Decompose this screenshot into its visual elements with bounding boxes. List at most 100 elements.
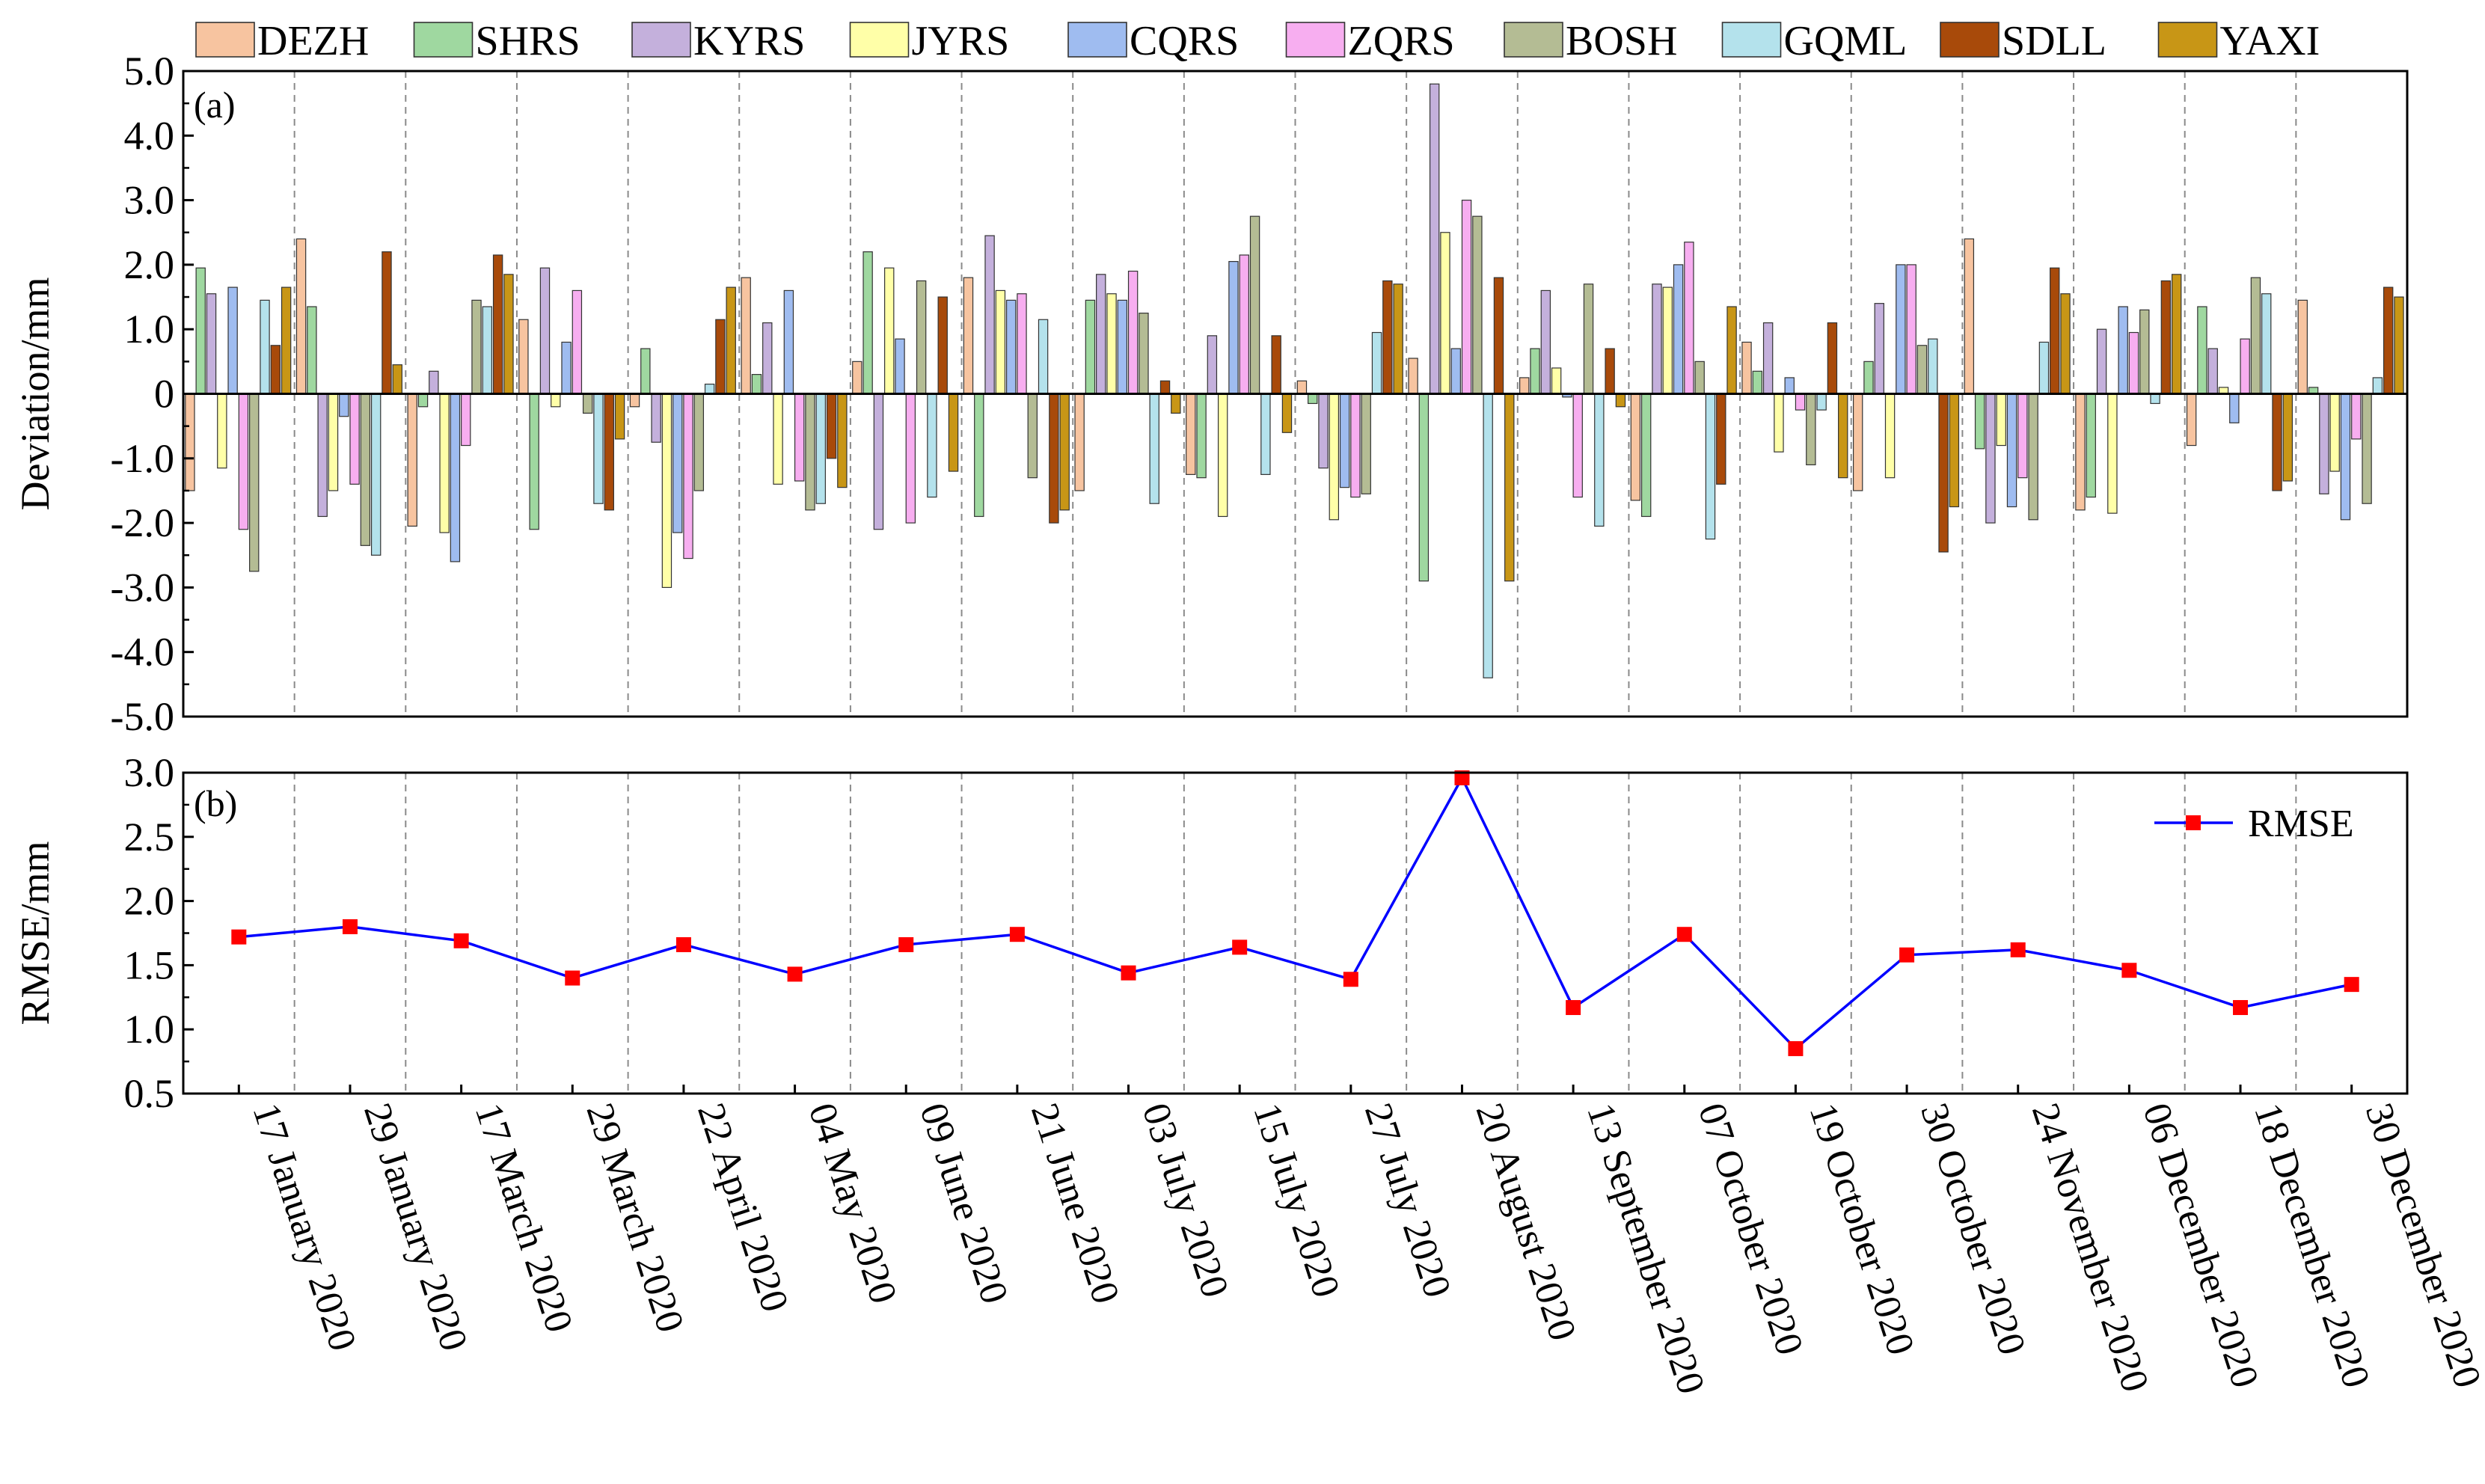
bar-jyrs: [1217, 393, 1228, 518]
bar-yaxi: [281, 286, 292, 395]
bar-cqrs: [895, 338, 905, 395]
y-tick-label: 2.5: [124, 815, 175, 859]
bar-cqrs: [227, 286, 238, 395]
rmse-point: [1232, 939, 1248, 955]
deviation-y-axis-label: Deviation/mm: [13, 278, 58, 511]
bar-sdll: [1493, 277, 1504, 395]
x-tick-label: 29 January 2020: [355, 1098, 475, 1356]
x-tick-label: 04 May 2020: [800, 1098, 905, 1308]
bar-cqrs: [672, 393, 683, 533]
bar-bosh: [2028, 393, 2038, 521]
x-tick-label: 06 December 2020: [2135, 1098, 2267, 1393]
bar-cqrs: [1228, 260, 1239, 395]
bar-sdll: [1049, 393, 1059, 524]
bar-shrs: [862, 251, 873, 395]
bar-bosh: [360, 393, 371, 546]
bar-gqml: [1816, 393, 1827, 411]
bar-shrs: [1085, 299, 1096, 395]
bar-dezh: [1519, 377, 1530, 395]
bar-sdll: [1382, 280, 1393, 395]
x-tick-label: 07 October 2020: [1690, 1098, 1811, 1360]
bar-gqml: [370, 393, 382, 556]
bar-jyrs: [884, 267, 895, 395]
bar-bosh: [693, 393, 705, 491]
bar-bosh: [2362, 393, 2372, 504]
legend-swatch-sdll: [1940, 22, 2000, 58]
bar-dezh: [1964, 238, 1975, 395]
bar-yaxi: [1615, 393, 1626, 408]
bar-zqrs: [461, 393, 471, 447]
bar-zqrs: [683, 393, 693, 559]
bar-yaxi: [2282, 393, 2294, 482]
bar-dezh: [407, 393, 417, 527]
rmse-point: [1899, 947, 1915, 963]
bar-jyrs: [1551, 367, 1562, 395]
deviation-y-ticks: 5.0 4.0 3.0 2.0 1.0 0 -1.0 -2.0 -3.0 -4.0 -5.0: [111, 49, 194, 739]
rmse-point: [898, 936, 914, 952]
bar-dezh: [2297, 299, 2308, 395]
bar-shrs: [1974, 393, 1985, 450]
bar-shrs: [2197, 306, 2207, 395]
bar-jyrs: [1106, 293, 1117, 395]
bar-bosh: [471, 299, 482, 395]
bar-bosh: [2139, 309, 2150, 395]
bar-zqrs: [2128, 331, 2139, 395]
bar-kyrs: [651, 393, 661, 443]
bar-zqrs: [572, 289, 583, 395]
bar-dezh: [185, 393, 195, 491]
bar-yaxi: [1949, 393, 1960, 508]
bar-shrs: [1196, 393, 1207, 479]
rmse-line: [239, 775, 2353, 1051]
bar-cqrs: [1450, 348, 1461, 395]
bar-yaxi: [503, 274, 514, 395]
bar-sdll: [715, 319, 726, 395]
bar-sdll: [2160, 280, 2172, 395]
bar-bosh: [1361, 393, 1371, 494]
x-tick-label: 20 August 2020: [1468, 1098, 1584, 1346]
bar-shrs: [529, 393, 539, 530]
deviation-panel: 5.0 4.0 3.0 2.0 1.0 0 -1.0 -2.0 -3.0 -4.0 -5.0 (a)…: [13, 49, 2409, 739]
bar-yaxi: [2171, 274, 2182, 395]
bar-dezh: [852, 361, 862, 395]
bar-sdll: [2272, 393, 2282, 491]
bar-dezh: [2075, 393, 2086, 511]
bar-gqml: [1149, 393, 1159, 504]
y-tick-label: -4.0: [111, 630, 174, 675]
x-tick-label: 22 April 2020: [689, 1098, 796, 1316]
bar-kyrs: [1318, 393, 1329, 469]
x-tick-label: 18 December 2020: [2246, 1098, 2377, 1393]
bar-sdll: [937, 296, 948, 395]
bar-dezh: [1074, 393, 1085, 491]
bar-zqrs: [1572, 393, 1583, 498]
bar-dezh: [963, 277, 974, 395]
bar-yaxi: [837, 393, 848, 488]
bar-dezh: [295, 238, 307, 395]
bar-bosh: [805, 393, 815, 511]
bar-jyrs: [773, 393, 783, 485]
rmse-point: [787, 966, 803, 982]
rmse-point: [231, 929, 247, 945]
rmse-point: [342, 919, 358, 934]
bar-dezh: [1296, 380, 1308, 395]
deviation-bars: [185, 83, 2404, 678]
bar-sdll: [270, 345, 281, 395]
rmse-panel-separators: [293, 773, 2297, 1094]
bar-yaxi: [726, 286, 736, 395]
bar-cqrs: [783, 289, 794, 395]
legend-swatch-kyrs: [631, 22, 691, 58]
bar-gqml: [1483, 393, 1493, 678]
bar-shrs: [307, 306, 317, 395]
legend-swatch-yaxi: [2157, 22, 2218, 58]
bar-sdll: [1938, 393, 1949, 553]
bar-cqrs: [1117, 299, 1128, 395]
bar-bosh: [916, 280, 927, 395]
bar-sdll: [2383, 286, 2394, 395]
bar-yaxi: [1504, 393, 1515, 582]
y-tick-label: 1.5: [124, 942, 175, 987]
bar-kyrs: [2207, 348, 2218, 395]
bar-shrs: [195, 267, 206, 395]
bar-gqml: [704, 383, 715, 395]
bar-cqrs: [450, 393, 461, 562]
bar-jyrs: [661, 393, 672, 588]
